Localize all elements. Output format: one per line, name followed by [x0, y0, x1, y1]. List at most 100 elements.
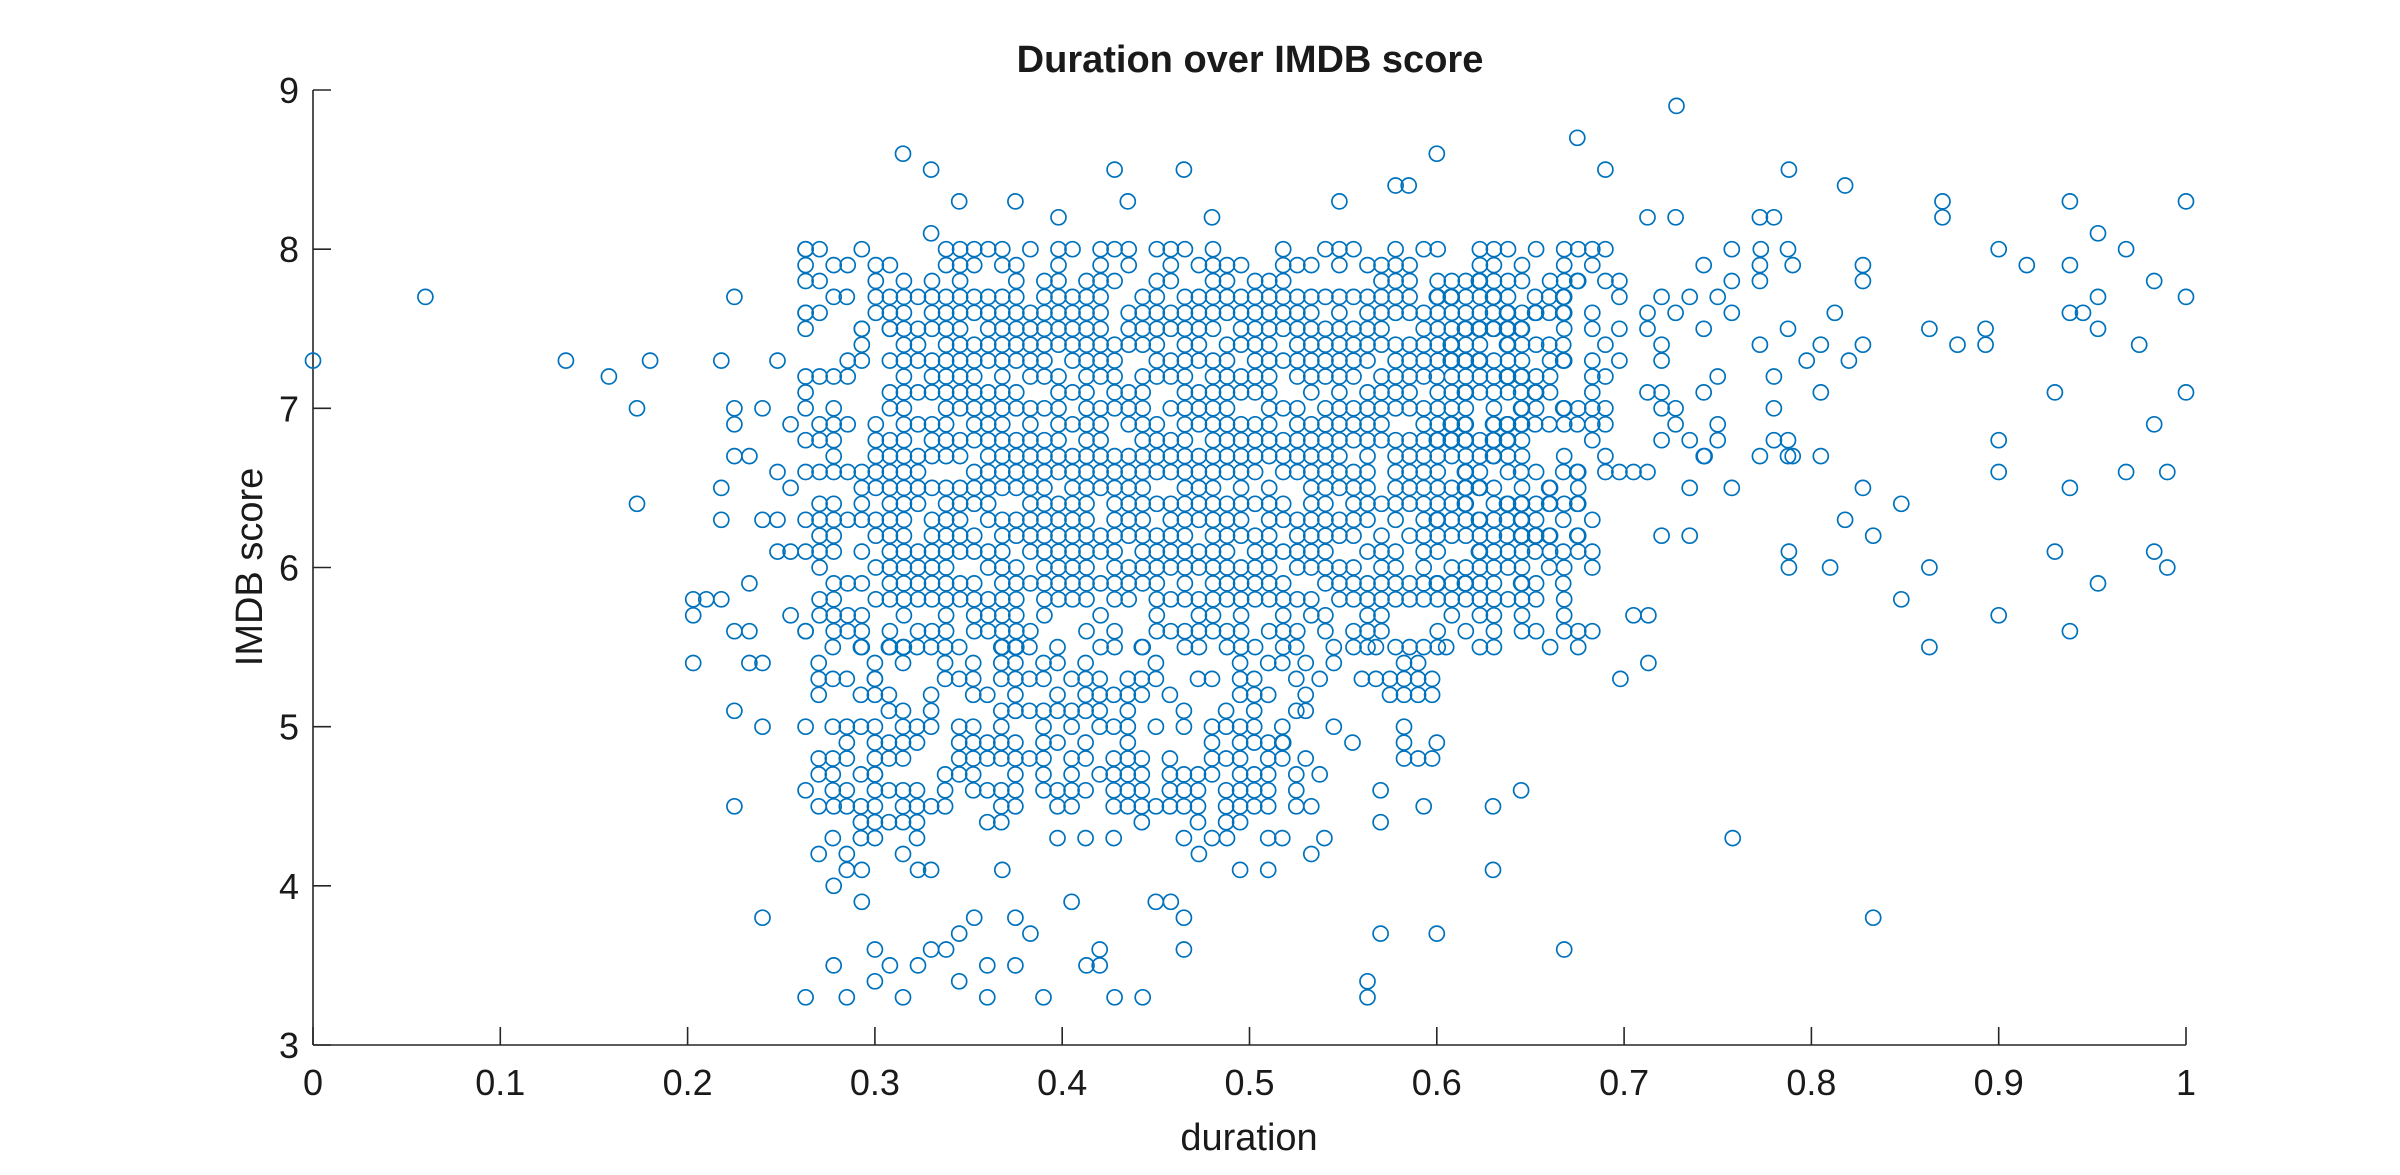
data-point: [1395, 670, 1413, 688]
data-point: [1639, 320, 1656, 338]
data-point: [1246, 638, 1264, 656]
data-point: [1512, 368, 1530, 385]
data-point: [1527, 399, 1545, 417]
data-point: [866, 766, 884, 783]
data-point: [1036, 606, 1053, 624]
data-point: [2177, 288, 2195, 306]
data-point: [964, 766, 982, 783]
data-point: [1232, 256, 1250, 274]
data-point: [951, 272, 969, 290]
data-point: [1442, 288, 1460, 306]
data-point: [1428, 511, 1446, 529]
data-point: [1176, 622, 1194, 640]
data-point: [1401, 256, 1418, 274]
data-point: [866, 829, 884, 847]
data-point: [1064, 527, 1081, 545]
data-point: [895, 368, 913, 385]
data-point: [1064, 352, 1081, 369]
data-point: [825, 495, 843, 513]
data-point: [979, 511, 997, 529]
data-point: [1147, 893, 1165, 911]
data-point: [1401, 575, 1418, 592]
data-point: [1218, 575, 1236, 592]
data-point: [923, 288, 941, 306]
data-point: [1119, 750, 1137, 767]
data-point: [1344, 734, 1361, 751]
data-point: [824, 781, 842, 799]
data-point: [1204, 527, 1222, 545]
data-point: [1302, 368, 1320, 385]
data-point: [1353, 670, 1371, 688]
data-point: [1401, 527, 1418, 545]
data-point: [1021, 702, 1038, 720]
data-point: [1695, 447, 1713, 465]
data-point: [1077, 734, 1094, 751]
data-point: [1260, 479, 1278, 497]
data-point: [1176, 352, 1194, 369]
data-point: [1892, 590, 1910, 608]
data-point: [1078, 575, 1095, 592]
data-point: [1415, 431, 1433, 449]
data-point: [1106, 384, 1123, 401]
data-point: [1287, 638, 1305, 656]
data-point: [867, 527, 885, 545]
data-point: [1064, 559, 1081, 576]
data-point: [909, 463, 927, 481]
data-point: [951, 304, 969, 322]
data-point: [839, 256, 857, 274]
data-point: [1401, 304, 1418, 322]
data-point: [825, 463, 843, 481]
data-point: [1106, 511, 1123, 529]
data-point: [852, 813, 870, 831]
data-point: [1499, 288, 1517, 306]
data-point: [1864, 527, 1882, 545]
data-point: [1148, 527, 1166, 545]
data-point: [1050, 447, 1067, 465]
y-tick-label: 3: [279, 1025, 299, 1066]
data-point: [1373, 559, 1390, 576]
data-point: [1457, 304, 1475, 322]
data-point: [1120, 336, 1138, 354]
data-point: [1050, 368, 1067, 385]
data-point: [1367, 670, 1385, 688]
data-point: [1526, 543, 1544, 560]
data-point: [1260, 447, 1278, 465]
data-point: [1050, 336, 1067, 354]
data-point: [810, 654, 828, 672]
data-point: [1049, 734, 1066, 751]
data-point: [1022, 622, 1039, 640]
data-point: [1078, 527, 1095, 545]
data-point: [951, 256, 969, 274]
data-point: [1091, 957, 1109, 974]
data-point: [1611, 320, 1628, 338]
data-point: [1217, 797, 1235, 815]
data-point: [950, 193, 968, 210]
data-point: [1050, 527, 1067, 545]
data-point: [1428, 145, 1446, 163]
data-point: [1317, 320, 1334, 338]
data-point: [1345, 320, 1362, 338]
data-point: [1189, 670, 1207, 688]
data-point: [909, 352, 927, 369]
x-tick-label: 0.5: [1224, 1062, 1274, 1103]
data-point: [1190, 606, 1208, 624]
data-point: [1092, 304, 1109, 322]
data-point: [951, 495, 969, 513]
data-point: [1540, 304, 1558, 322]
data-point: [1527, 463, 1545, 481]
data-point: [2018, 256, 2036, 274]
data-point: [895, 479, 913, 497]
data-point: [1387, 479, 1404, 497]
data-point: [2061, 622, 2079, 640]
data-point: [923, 575, 941, 592]
data-point: [993, 336, 1011, 354]
data-point: [824, 766, 842, 783]
data-point: [1162, 543, 1180, 560]
data-point: [1162, 256, 1180, 274]
data-point: [1415, 638, 1433, 656]
data-point: [1260, 431, 1278, 449]
data-point: [1499, 447, 1517, 465]
data-point: [1064, 447, 1081, 465]
data-point: [1372, 781, 1389, 799]
data-point: [993, 622, 1011, 640]
